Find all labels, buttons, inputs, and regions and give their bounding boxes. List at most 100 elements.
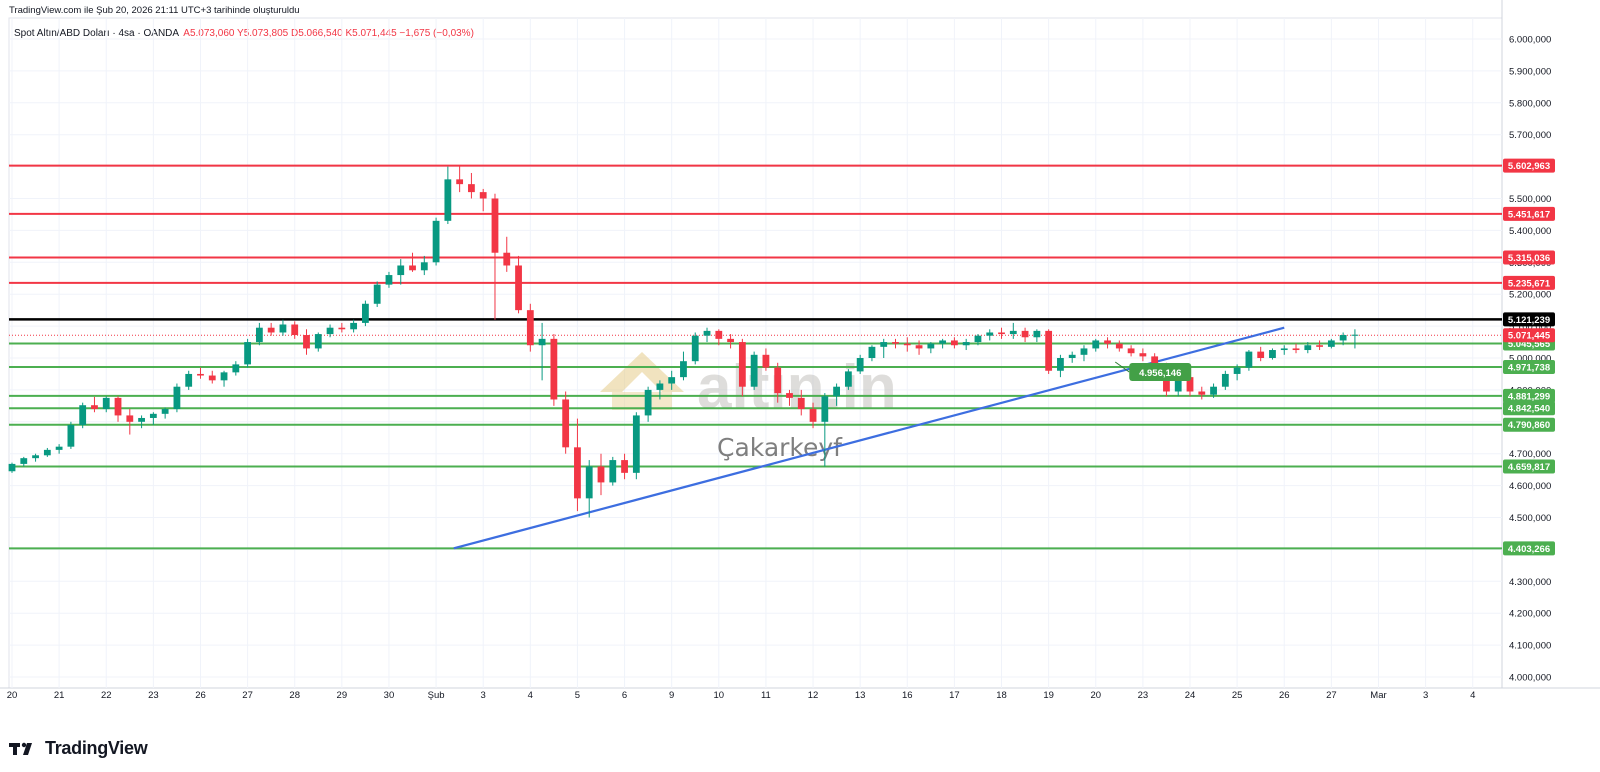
candle [1127, 345, 1135, 357]
time-tick-label: 26 [1279, 690, 1290, 701]
candle-body [974, 335, 982, 343]
price-tick-label: 4.700,000 [1509, 449, 1551, 460]
candle [362, 300, 369, 327]
candle-body [161, 409, 169, 414]
candle-body [1339, 335, 1347, 341]
trendline-label-text: 4.956,146 [1139, 368, 1181, 379]
candle [951, 337, 958, 349]
candle-body [444, 179, 452, 221]
candle-body [1092, 340, 1100, 349]
candle-body [126, 415, 134, 422]
candle-body [562, 399, 570, 448]
time-tick-label: 12 [808, 690, 819, 701]
candle [774, 362, 782, 403]
candle-body [868, 346, 876, 358]
price-tick-label: 5.500,000 [1509, 194, 1551, 205]
candle [385, 271, 393, 288]
candle [986, 329, 994, 341]
candle-body [279, 324, 287, 333]
candle-body [291, 324, 299, 336]
candle-body [1021, 330, 1029, 338]
candle [1115, 340, 1123, 352]
candle-body [102, 397, 110, 410]
level-price-tag: 5.602,963 [1503, 158, 1555, 173]
level-price-tag: 4.659,817 [1503, 459, 1555, 474]
candle-body [409, 265, 416, 271]
candle-body [632, 415, 640, 473]
trendline-value-label: 4.956,146 [1114, 361, 1192, 381]
candle-body [786, 393, 793, 398]
candle-body [550, 338, 558, 400]
price-tick-label: 5.200,000 [1509, 290, 1551, 301]
price-tick-label: 5.100,000 [1509, 322, 1551, 333]
candle-body [903, 343, 911, 346]
candle [350, 319, 358, 333]
candle [1292, 343, 1300, 354]
level-price-tag-bg [1503, 158, 1555, 173]
candle [8, 462, 16, 473]
level-price-tag-label: 4.790,860 [1508, 420, 1550, 431]
candle-body [503, 252, 511, 266]
time-tick-label: 27 [1326, 690, 1337, 701]
candle [303, 329, 310, 355]
level-price-tag-bg [1503, 206, 1555, 221]
candle [998, 327, 1005, 339]
candle [1033, 329, 1041, 343]
candle [208, 370, 216, 384]
candle-body [962, 342, 970, 346]
candle-body [1221, 373, 1229, 387]
candle [609, 456, 617, 486]
candle [255, 322, 263, 346]
candle [656, 380, 664, 400]
candle-body [91, 405, 98, 410]
level-price-tag: 5.451,617 [1503, 206, 1555, 221]
candle-body [1127, 348, 1135, 354]
time-tick-label: 20 [7, 690, 18, 701]
chart-caption: TradingView.com ile Şub 20, 2026 21:11 U… [9, 5, 300, 16]
candle [1351, 329, 1359, 349]
candle-body [138, 417, 145, 422]
candle [161, 407, 169, 419]
level-price-tag-label: 5.121,239 [1508, 315, 1550, 326]
level-price-tag: 4.842,540 [1503, 401, 1555, 416]
level-price-tag-bg [1503, 417, 1555, 432]
candle [880, 338, 888, 358]
candle [1304, 342, 1312, 354]
candle-body [232, 364, 240, 373]
candle [821, 393, 829, 467]
level-price-tag-label: 5.602,963 [1508, 161, 1550, 172]
level-price-tag: 4.403,266 [1503, 541, 1555, 556]
candle [668, 370, 676, 390]
candle [680, 351, 687, 381]
candle-body [420, 262, 428, 271]
candle-body [998, 332, 1005, 335]
price-tick-label: 5.900,000 [1509, 66, 1551, 77]
time-tick-label: 13 [855, 690, 866, 701]
candle [185, 370, 193, 390]
candle-body [915, 345, 923, 349]
candle [114, 396, 122, 422]
candle-body [1327, 340, 1335, 347]
candle [267, 322, 275, 336]
candle [585, 460, 593, 518]
time-axis: 20 21 22 23 26 27 28 29 30 Şub 3 4 5 6 9 10 11 12 13 16 17 18… [7, 690, 1476, 701]
candle-body [738, 342, 746, 387]
candle [703, 327, 711, 343]
time-tick-label: 29 [337, 690, 348, 701]
price-axis: 4.000,000 4.100,000 4.200,000 4.300,000 4.40… [1509, 35, 1551, 684]
price-tick-label: 4.200,000 [1509, 609, 1551, 620]
symbol-name: Spot Altın/ABD Doları · 4sa · OANDA [14, 28, 180, 39]
last-price-tag-label: 5.071,445 [1508, 331, 1551, 342]
time-tick-label: 10 [714, 690, 725, 701]
level-price-tag-bg [1503, 401, 1555, 416]
watermark-brand: altın.in [697, 353, 897, 422]
candle-body [220, 372, 228, 381]
candle [1021, 327, 1029, 343]
level-price-tag: 4.790,860 [1503, 417, 1555, 432]
tradingview-logo[interactable]: TradingView [9, 738, 148, 759]
time-tick-label: 21 [54, 690, 65, 701]
candle-body [1104, 340, 1111, 344]
candle [55, 444, 63, 454]
candle [1198, 386, 1206, 400]
